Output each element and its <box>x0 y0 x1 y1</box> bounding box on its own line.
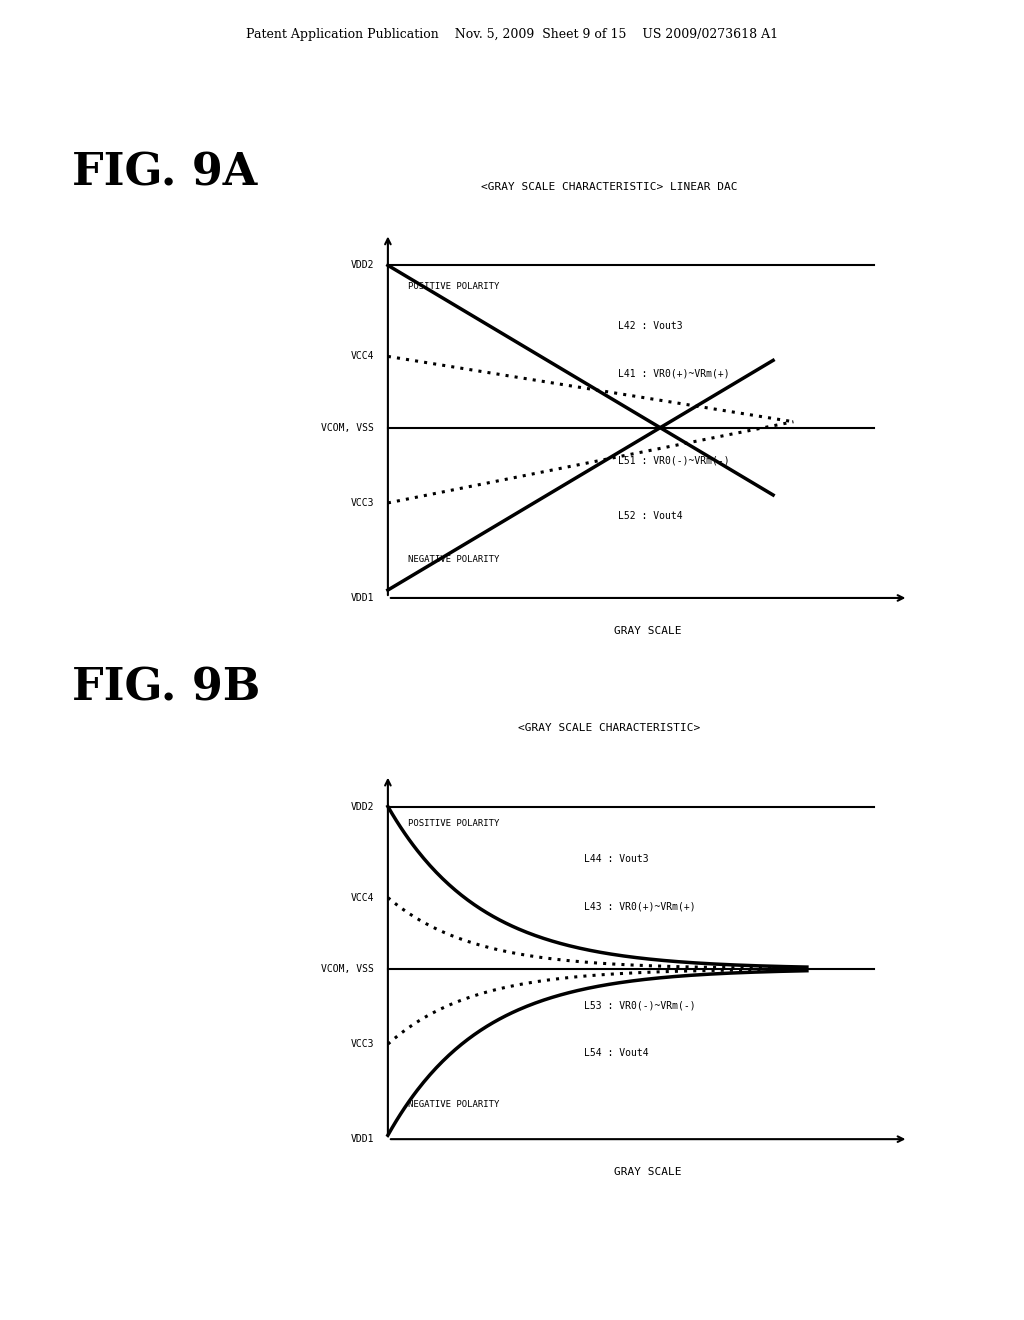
Text: VDD1: VDD1 <box>351 593 375 603</box>
Text: GRAY SCALE: GRAY SCALE <box>614 626 682 636</box>
Text: VDD1: VDD1 <box>351 1134 375 1144</box>
Text: VDD2: VDD2 <box>351 260 375 271</box>
Text: VCC3: VCC3 <box>351 1039 375 1049</box>
Text: POSITIVE POLARITY: POSITIVE POLARITY <box>409 282 500 292</box>
Text: L52 : Vout4: L52 : Vout4 <box>617 511 682 521</box>
Text: GRAY SCALE: GRAY SCALE <box>614 1167 682 1177</box>
Text: VDD2: VDD2 <box>351 801 375 812</box>
Text: L53 : VR0(-)~VRm(-): L53 : VR0(-)~VRm(-) <box>584 1001 695 1011</box>
Text: NEGATIVE POLARITY: NEGATIVE POLARITY <box>409 1101 500 1110</box>
Text: VCC3: VCC3 <box>351 498 375 508</box>
Text: VCOM, VSS: VCOM, VSS <box>322 422 375 433</box>
Text: L54 : Vout4: L54 : Vout4 <box>584 1048 648 1059</box>
Text: L43 : VR0(+)~VRm(+): L43 : VR0(+)~VRm(+) <box>584 902 695 912</box>
Text: L44 : Vout3: L44 : Vout3 <box>584 854 648 865</box>
Text: L41 : VR0(+)~VRm(+): L41 : VR0(+)~VRm(+) <box>617 368 729 379</box>
Text: POSITIVE POLARITY: POSITIVE POLARITY <box>409 820 500 829</box>
Text: L51 : VR0(-)~VRm(-): L51 : VR0(-)~VRm(-) <box>617 455 729 466</box>
Text: VCOM, VSS: VCOM, VSS <box>322 964 375 974</box>
Text: L42 : Vout3: L42 : Vout3 <box>617 321 682 331</box>
Text: <GRAY SCALE CHARACTERISTIC>: <GRAY SCALE CHARACTERISTIC> <box>518 723 700 734</box>
Text: FIG. 9B: FIG. 9B <box>72 667 260 710</box>
Text: VCC4: VCC4 <box>351 892 375 903</box>
Text: NEGATIVE POLARITY: NEGATIVE POLARITY <box>409 556 500 565</box>
Text: VCC4: VCC4 <box>351 351 375 362</box>
Text: FIG. 9A: FIG. 9A <box>72 152 257 195</box>
Text: Patent Application Publication    Nov. 5, 2009  Sheet 9 of 15    US 2009/0273618: Patent Application Publication Nov. 5, 2… <box>246 28 778 41</box>
Text: <GRAY SCALE CHARACTERISTIC> LINEAR DAC: <GRAY SCALE CHARACTERISTIC> LINEAR DAC <box>481 182 737 193</box>
